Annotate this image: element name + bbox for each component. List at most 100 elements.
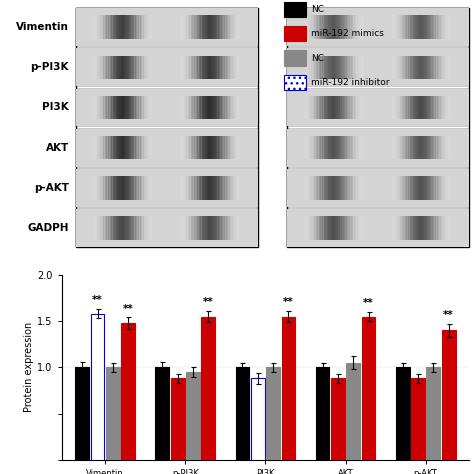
- Bar: [449, 216, 452, 240]
- Bar: [137, 176, 139, 200]
- Bar: [411, 378, 425, 460]
- Bar: [416, 136, 419, 159]
- Bar: [354, 16, 356, 39]
- Bar: [94, 176, 96, 200]
- Bar: [101, 136, 104, 159]
- Bar: [141, 136, 144, 159]
- Bar: [337, 216, 339, 240]
- Bar: [126, 55, 128, 79]
- Bar: [100, 55, 102, 79]
- Bar: [411, 176, 414, 200]
- Bar: [319, 216, 321, 240]
- Bar: [359, 176, 361, 200]
- Bar: [228, 216, 230, 240]
- Bar: [314, 16, 317, 39]
- Bar: [352, 16, 355, 39]
- Bar: [210, 136, 212, 159]
- Bar: [203, 55, 206, 79]
- Bar: [219, 55, 222, 79]
- Bar: [133, 216, 136, 240]
- Bar: [183, 16, 185, 39]
- Bar: [229, 176, 231, 200]
- Bar: [215, 16, 217, 39]
- Bar: [438, 176, 441, 200]
- Bar: [149, 176, 152, 200]
- Bar: [418, 16, 420, 39]
- Bar: [308, 96, 310, 119]
- Bar: [178, 96, 181, 119]
- Bar: [151, 16, 154, 39]
- Bar: [414, 136, 417, 159]
- Bar: [343, 96, 345, 119]
- Bar: [429, 16, 431, 39]
- Bar: [287, 128, 469, 166]
- Bar: [413, 136, 415, 159]
- Bar: [194, 176, 196, 200]
- Bar: [208, 136, 211, 159]
- Bar: [359, 216, 361, 240]
- Bar: [143, 55, 146, 79]
- Bar: [306, 216, 309, 240]
- Bar: [94, 55, 96, 79]
- Bar: [189, 16, 191, 39]
- Bar: [397, 136, 400, 159]
- Bar: [192, 216, 195, 240]
- Bar: [199, 16, 201, 39]
- Bar: [223, 136, 225, 159]
- Bar: [97, 216, 99, 240]
- Bar: [391, 55, 393, 79]
- Bar: [397, 216, 400, 240]
- Bar: [284, 50, 306, 65]
- Bar: [335, 176, 337, 200]
- Bar: [130, 96, 133, 119]
- Bar: [124, 55, 127, 79]
- Bar: [238, 176, 241, 200]
- Bar: [435, 136, 438, 159]
- Bar: [235, 176, 238, 200]
- Bar: [357, 176, 360, 200]
- Bar: [424, 216, 427, 240]
- Bar: [421, 16, 423, 39]
- Bar: [305, 55, 307, 79]
- Bar: [148, 216, 150, 240]
- Bar: [424, 136, 427, 159]
- Bar: [424, 16, 427, 39]
- Bar: [137, 96, 139, 119]
- Bar: [403, 96, 406, 119]
- Bar: [92, 16, 94, 39]
- Bar: [435, 55, 438, 79]
- Bar: [354, 136, 356, 159]
- Bar: [308, 176, 310, 200]
- Bar: [184, 176, 187, 200]
- Bar: [317, 55, 320, 79]
- Bar: [114, 16, 117, 39]
- Bar: [357, 216, 360, 240]
- Bar: [126, 176, 128, 200]
- Bar: [408, 176, 410, 200]
- Bar: [330, 16, 332, 39]
- Bar: [349, 96, 352, 119]
- Text: miR-192 inhibitor: miR-192 inhibitor: [311, 78, 390, 87]
- Bar: [418, 176, 420, 200]
- Bar: [312, 216, 315, 240]
- Bar: [146, 176, 149, 200]
- Bar: [135, 96, 137, 119]
- Bar: [135, 176, 137, 200]
- Bar: [408, 16, 410, 39]
- Bar: [191, 216, 193, 240]
- Bar: [151, 55, 154, 79]
- Bar: [109, 96, 112, 119]
- Bar: [330, 216, 332, 240]
- Bar: [320, 216, 323, 240]
- Bar: [211, 176, 214, 200]
- Bar: [191, 16, 193, 39]
- Bar: [108, 55, 110, 79]
- Bar: [122, 55, 125, 79]
- Bar: [312, 176, 315, 200]
- Bar: [319, 55, 321, 79]
- Bar: [121, 176, 123, 200]
- Bar: [325, 16, 328, 39]
- Bar: [97, 96, 99, 119]
- Bar: [153, 176, 155, 200]
- Bar: [325, 216, 328, 240]
